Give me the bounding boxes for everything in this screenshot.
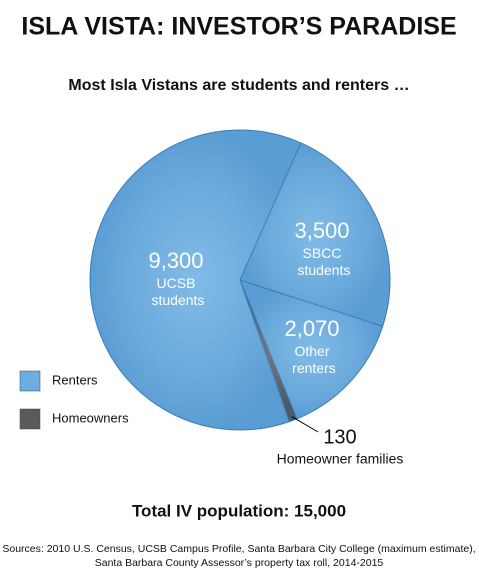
chart-title: ISLA VISTA: INVESTOR’S PARADISE xyxy=(21,13,456,41)
total-label: Total IV population: 15,000 xyxy=(132,501,346,520)
legend-swatch xyxy=(19,408,41,430)
sources: Sources: 2010 U.S. Census, UCSB Campus P… xyxy=(2,543,475,555)
category-label: SBCC students xyxy=(294,245,351,278)
sources: Santa Barbara County Assessor’s property… xyxy=(95,557,384,569)
value-label: 2,070 xyxy=(284,316,339,341)
legend-swatch xyxy=(19,370,41,392)
category-label: Other renters xyxy=(288,343,335,376)
value-label: 3,500 xyxy=(294,218,349,243)
legend-label: Homeowners xyxy=(52,410,129,425)
leader-line xyxy=(291,416,319,433)
category-label: Homeowner families xyxy=(277,451,404,467)
value-label: 130 xyxy=(323,426,356,448)
value-label: 9,300 xyxy=(148,248,203,273)
category-label: UCSB students xyxy=(148,275,205,308)
legend-label: Renters xyxy=(52,372,98,387)
chart-subtitle: Most Isla Vistans are students and rente… xyxy=(68,77,409,94)
